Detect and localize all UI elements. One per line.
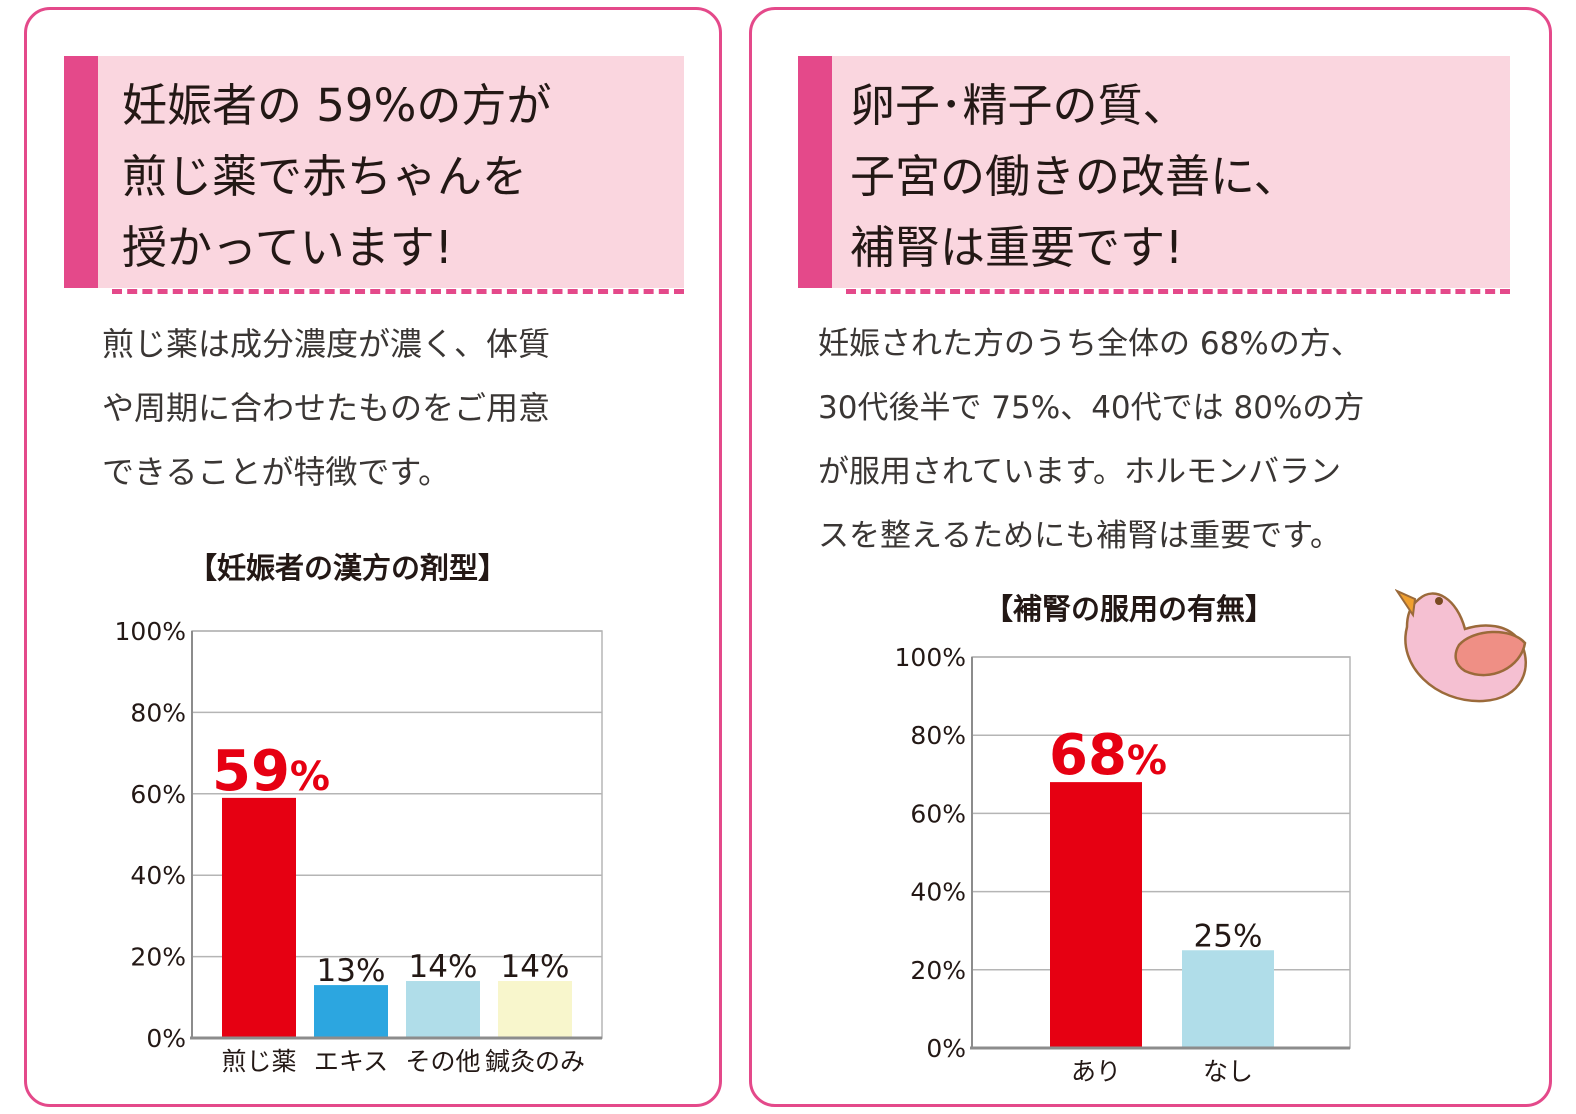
right-headline: 卵子･精子の質、 子宮の働きの改善に、 補腎は重要です! [798, 56, 1510, 294]
y-tick-label: 40% [910, 878, 966, 907]
left-chart-title: 【妊娠者の漢方の剤型】 [188, 551, 508, 585]
left-headline-line-2: 煎じ薬で赤ちゃんを [122, 150, 528, 203]
right-chart: 0% 20% 40% 60% 80% 100% 68% あり 25% なし [895, 643, 1351, 1086]
left-body-line-2: や周期に合わせたものをご用意 [102, 389, 551, 427]
right-body-line-4: スを整えるためにも補腎は重要です。 [818, 518, 1341, 554]
data-label: 59% [212, 739, 330, 804]
x-category-label: エキス [314, 1047, 388, 1076]
x-category-label: あり [1071, 1057, 1121, 1086]
left-headline-line-3: 授かっています! [122, 221, 453, 274]
right-body-line-1: 妊娠された方のうち全体の 68%の方、 [818, 326, 1362, 362]
right-body-line-2: 30代後半で 75%、40代では 80%の方 [818, 390, 1365, 426]
y-tick-label: 80% [910, 721, 966, 750]
right-headline-line-2: 子宮の働きの改善に、 [850, 150, 1299, 203]
x-category-label: 煎じ薬 [221, 1047, 296, 1076]
data-label: 14% [501, 949, 570, 985]
y-tick-label: 80% [130, 698, 186, 727]
right-chart-title: 【補腎の服用の有無】 [984, 592, 1275, 626]
y-tick-label: 0% [926, 1034, 966, 1063]
y-tick-label: 100% [895, 643, 966, 672]
chick-icon [1395, 589, 1527, 703]
right-headline-line-1: 卵子･精子の質、 [850, 79, 1188, 132]
bar-1 [222, 797, 296, 1038]
bar-3 [406, 981, 480, 1038]
left-headline: 妊娠者の 59%の方が 煎じ薬で赤ちゃんを 授かっています! [64, 56, 684, 294]
left-chart: 0% 20% 40% 60% 80% 100% 59% 煎じ薬 13% エキス 14% その他 14% 鍼… [115, 617, 603, 1076]
x-category-label: 鍼灸のみ [485, 1047, 585, 1076]
left-body-line-3: できることが特徴です。 [102, 453, 451, 491]
headline-dotted-underline [112, 289, 684, 294]
y-tick-label: 60% [910, 799, 966, 828]
y-tick-label: 40% [130, 861, 186, 890]
right-body-text: 妊娠された方のうち全体の 68%の方、 30代後半で 75%、40代では 80%… [818, 312, 1364, 568]
data-label: 13% [317, 953, 386, 989]
data-label: 25% [1194, 918, 1263, 954]
left-headline-line-1: 妊娠者の 59%の方が [122, 79, 552, 132]
headline-accent-bar [798, 56, 832, 288]
bar-1 [1050, 782, 1142, 1048]
plot-frame [971, 656, 1351, 1049]
y-tick-label: 20% [910, 956, 966, 985]
left-body-line-1: 煎じ薬は成分濃度が濃く、体質 [102, 325, 551, 363]
y-tick-label: 0% [146, 1024, 186, 1053]
y-tick-label: 100% [115, 617, 186, 646]
data-label: 14% [409, 949, 478, 985]
headline-dotted-underline [846, 289, 1510, 294]
y-tick-label: 60% [130, 780, 186, 809]
bar-4 [498, 981, 572, 1038]
left-body-text: 煎じ薬は成分濃度が濃く、体質 や周期に合わせたものをご用意 できることが特徴です… [102, 312, 550, 504]
right-headline-text: 卵子･精子の質、 子宮の働きの改善に、 補腎は重要です! [850, 70, 1299, 283]
bar-2 [1182, 950, 1274, 1048]
right-body-line-3: が服用されています。ホルモンバラン [818, 454, 1341, 490]
left-headline-text: 妊娠者の 59%の方が 煎じ薬で赤ちゃんを 授かっています! [122, 70, 551, 283]
x-category-label: なし [1203, 1057, 1253, 1086]
headline-accent-bar [64, 56, 98, 288]
right-headline-line-3: 補腎は重要です! [850, 221, 1184, 274]
x-category-label: その他 [405, 1047, 480, 1076]
data-label: 68% [1049, 723, 1167, 788]
y-tick-label: 20% [130, 943, 186, 972]
bar-2 [314, 985, 388, 1038]
